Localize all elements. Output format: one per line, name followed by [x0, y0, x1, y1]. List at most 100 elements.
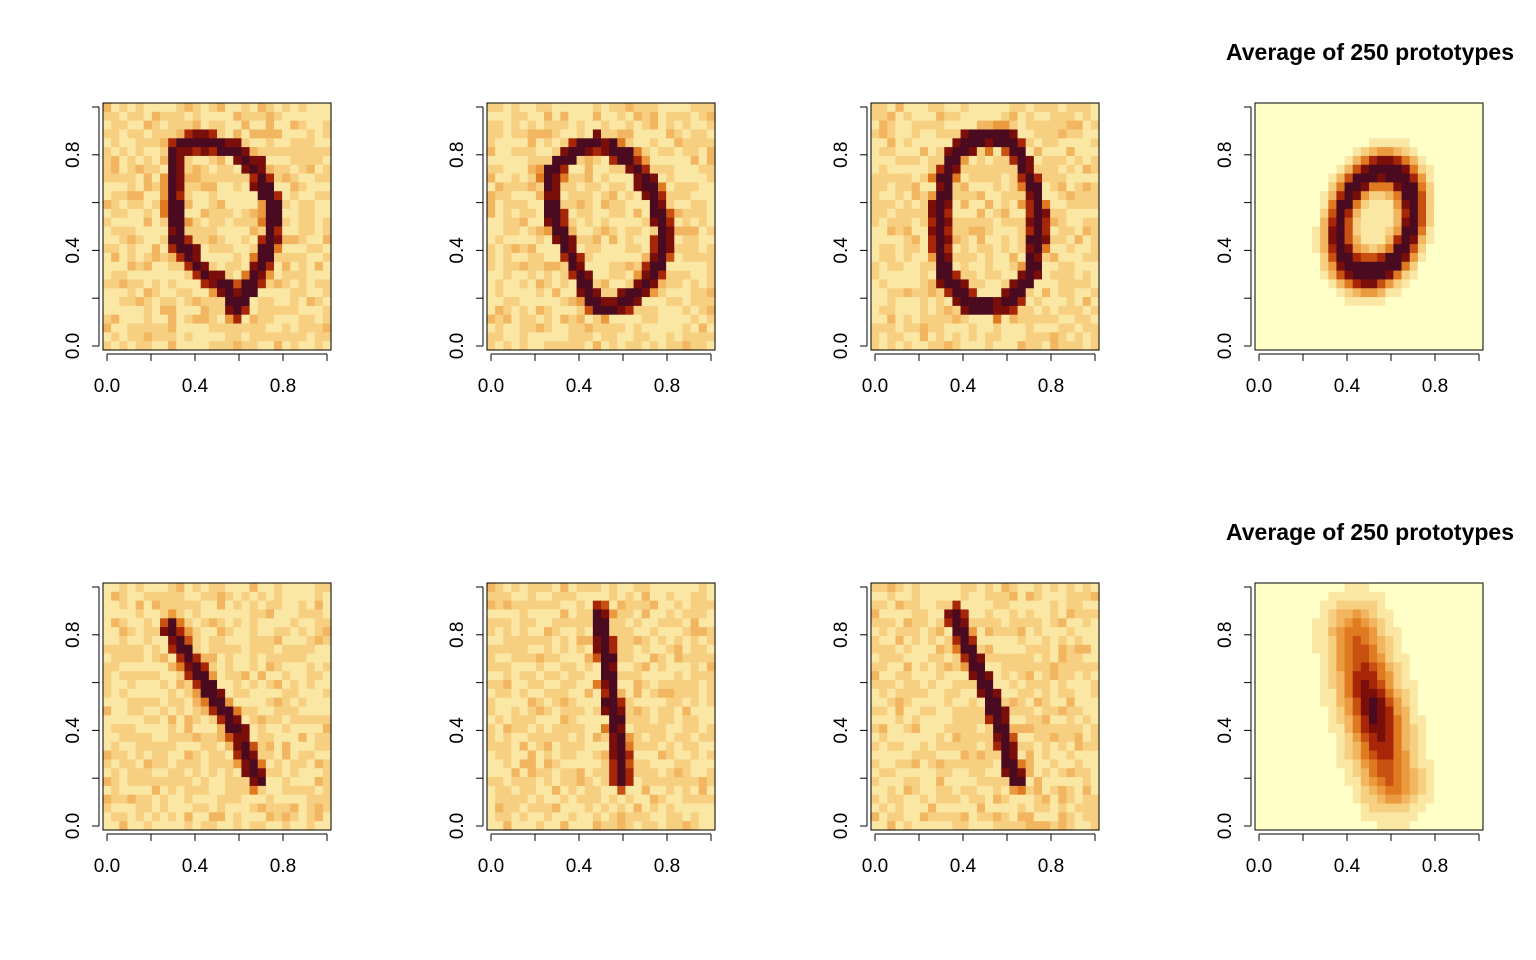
image-cell [682, 103, 692, 113]
image-cell [911, 750, 921, 761]
image-cell [682, 618, 692, 628]
image-cell [609, 680, 618, 690]
image-cell [1328, 208, 1338, 219]
image-cell [217, 741, 226, 752]
image-cell [649, 208, 659, 219]
image-cell [649, 688, 659, 699]
image-cell [176, 732, 186, 743]
image-cell [592, 724, 602, 734]
image-cell [584, 305, 594, 316]
image-cell [306, 270, 316, 281]
image-cell [544, 261, 553, 272]
image-cell [1009, 208, 1019, 219]
image-cell [1450, 200, 1460, 210]
image-cell [568, 297, 578, 307]
image-cell [936, 323, 945, 333]
image-cell [1082, 164, 1092, 175]
image-cell [298, 164, 308, 175]
image-cell [641, 226, 651, 236]
image-cell [633, 671, 643, 681]
image-cell [560, 244, 570, 254]
image-cell [1344, 217, 1354, 228]
image-cell [1058, 341, 1068, 351]
image-cell [527, 821, 537, 831]
image-cell [1074, 323, 1084, 333]
image-cell [1066, 314, 1076, 325]
image-cell [1442, 341, 1452, 351]
image-cell [306, 129, 316, 139]
image-cell [879, 750, 888, 761]
x-tick-label: 0.4 [1334, 376, 1361, 397]
image-cell [1312, 155, 1321, 166]
y-tick-label: 0.0 [63, 813, 84, 839]
image-cell [1074, 191, 1084, 201]
image-cell [1033, 111, 1043, 122]
image-cell [1001, 314, 1011, 325]
image-cell [1434, 173, 1443, 183]
image-cell [1360, 226, 1370, 236]
image-cell [241, 741, 251, 752]
image-cell [119, 191, 129, 201]
image-cell [200, 821, 210, 831]
image-cell [584, 288, 594, 298]
image-cell [314, 323, 324, 333]
image-cell [1401, 305, 1411, 316]
image-cell [1017, 217, 1027, 228]
image-cell [576, 147, 586, 157]
image-cell [192, 323, 202, 333]
image-cell [249, 715, 259, 725]
image-cell [658, 155, 667, 166]
image-cell [1279, 297, 1289, 307]
image-cell [208, 235, 218, 245]
image-cell [609, 323, 618, 333]
image-cell [560, 182, 570, 192]
image-cell [944, 279, 954, 289]
image-cell [911, 741, 921, 752]
image-cell [274, 111, 283, 122]
image-cell [576, 627, 586, 637]
image-cell [249, 261, 259, 272]
image-cell [184, 724, 194, 734]
image-cell [674, 332, 684, 342]
image-cell [985, 191, 994, 201]
image-cell [976, 208, 986, 219]
image-cell [1466, 226, 1476, 236]
image-cell [1401, 235, 1411, 245]
image-cell [282, 680, 291, 690]
image-cell [1263, 191, 1272, 201]
image-cell [111, 297, 120, 307]
image-cell [487, 635, 496, 646]
image-cell [184, 297, 194, 307]
image-cell [127, 768, 137, 778]
image-cell [658, 323, 667, 333]
image-cell [103, 217, 112, 228]
image-cell [968, 103, 978, 113]
image-cell [903, 583, 913, 593]
image-cell [176, 821, 186, 831]
image-cell [519, 653, 529, 663]
image-cell [1066, 164, 1076, 175]
image-cell [706, 635, 716, 646]
image-cell [895, 314, 905, 325]
image-cell [609, 591, 618, 602]
image-cell [495, 671, 504, 681]
image-cell [641, 103, 651, 113]
image-cell [1042, 173, 1051, 183]
image-cell [1058, 261, 1068, 272]
image-cell [1369, 288, 1378, 298]
image-cell [119, 208, 129, 219]
image-cell [322, 138, 332, 148]
image-cell [306, 120, 316, 131]
image-cell [903, 155, 913, 166]
image-cell [208, 314, 218, 325]
image-cell [576, 600, 586, 611]
image-cell [1393, 244, 1403, 254]
image-cell [200, 305, 210, 316]
image-cell [698, 680, 708, 690]
image-cell [1434, 252, 1443, 263]
image-cell [535, 305, 545, 316]
image-cell [674, 341, 684, 351]
image-cell [192, 297, 202, 307]
image-cell [690, 635, 700, 646]
image-cell [1001, 323, 1011, 333]
